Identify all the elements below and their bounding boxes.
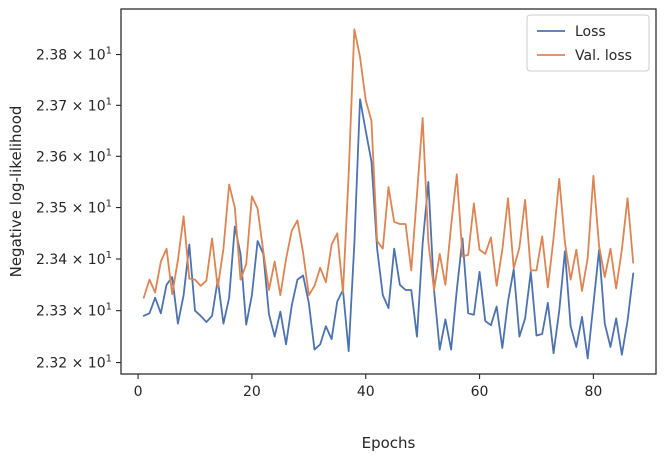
plot-frame <box>120 8 657 375</box>
x-axis: 0 20 40 60 80 <box>134 374 602 400</box>
plot-lines <box>142 28 635 360</box>
y-tick-label: 2.38 × 101 <box>36 46 112 64</box>
y-tick-label: 2.32 × 101 <box>36 354 112 372</box>
legend: Loss Val. loss <box>526 14 650 72</box>
y-tick-label: 2.35 × 101 <box>36 199 112 217</box>
legend-label-val-loss: Val. loss <box>575 48 632 64</box>
x-tick-label: 20 <box>243 384 261 400</box>
legend-label-loss: Loss <box>575 24 606 40</box>
legend-box <box>526 14 650 72</box>
x-tick-label: 0 <box>134 384 143 400</box>
x-tick-label: 80 <box>584 384 602 400</box>
y-tick-label: 2.37 × 101 <box>36 96 112 114</box>
y-tick-label: 2.34 × 101 <box>36 250 112 268</box>
series-line-loss <box>142 98 635 360</box>
y-tick-label: 2.33 × 101 <box>36 302 112 320</box>
y-axis-label: Negative log-likelihood <box>7 106 25 278</box>
x-tick-label: 40 <box>357 384 375 400</box>
y-axis: 2.32 × 101 2.33 × 101 2.34 × 101 2.35 × 101… <box>36 46 121 372</box>
x-tick-label: 60 <box>471 384 489 400</box>
series-line-val-loss <box>142 28 635 299</box>
x-axis-label: Epochs <box>362 434 416 452</box>
y-tick-label: 2.36 × 101 <box>36 147 112 165</box>
